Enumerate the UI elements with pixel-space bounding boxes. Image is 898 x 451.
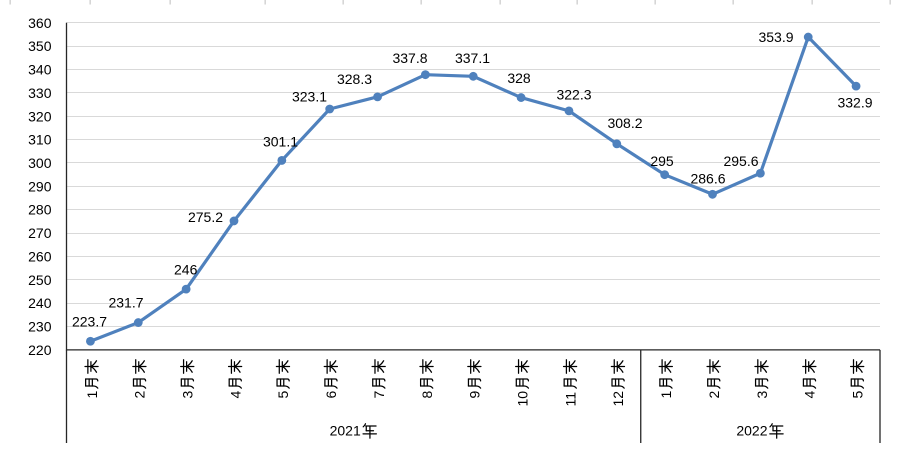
svg-text:337.8: 337.8: [392, 50, 427, 66]
svg-text:301.1: 301.1: [263, 134, 298, 150]
svg-text:323.1: 323.1: [292, 88, 327, 104]
svg-text:7: 7: [371, 391, 387, 399]
svg-text:332.9: 332.9: [837, 95, 872, 111]
svg-text:223.7: 223.7: [72, 314, 107, 330]
svg-text:320: 320: [28, 108, 52, 124]
svg-text:340: 340: [28, 62, 52, 78]
svg-text:295.6: 295.6: [723, 153, 758, 169]
svg-text:322.3: 322.3: [556, 87, 591, 103]
svg-text:2022: 2022: [736, 423, 767, 439]
svg-text:270: 270: [28, 225, 52, 241]
svg-text:4: 4: [227, 391, 243, 399]
svg-text:330: 330: [28, 85, 52, 101]
svg-text:220: 220: [28, 342, 52, 358]
svg-text:6: 6: [323, 391, 339, 399]
svg-text:275.2: 275.2: [188, 209, 223, 225]
svg-text:2021: 2021: [330, 423, 361, 439]
svg-text:5: 5: [849, 391, 865, 399]
svg-text:360: 360: [28, 15, 52, 31]
svg-text:286.6: 286.6: [690, 171, 725, 187]
svg-text:4: 4: [802, 391, 818, 399]
svg-text:260: 260: [28, 248, 52, 264]
svg-text:11: 11: [562, 392, 578, 407]
svg-text:8: 8: [419, 391, 435, 399]
svg-text:1: 1: [658, 391, 674, 399]
svg-text:250: 250: [28, 272, 52, 288]
svg-text:290: 290: [28, 178, 52, 194]
svg-text:1: 1: [84, 391, 100, 399]
svg-text:5: 5: [275, 391, 291, 399]
svg-text:12: 12: [610, 391, 626, 407]
svg-text:300: 300: [28, 155, 52, 171]
svg-text:310: 310: [28, 132, 52, 148]
svg-text:9: 9: [467, 391, 483, 399]
svg-text:246: 246: [174, 261, 198, 277]
svg-text:353.9: 353.9: [758, 29, 793, 45]
svg-text:295: 295: [650, 153, 674, 169]
svg-text:328: 328: [507, 70, 531, 86]
svg-text:328.3: 328.3: [337, 71, 372, 87]
svg-text:3: 3: [754, 391, 770, 399]
svg-text:308.2: 308.2: [607, 115, 642, 131]
svg-text:350: 350: [28, 38, 52, 54]
svg-text:2: 2: [706, 391, 722, 399]
svg-text:240: 240: [28, 295, 52, 311]
svg-text:337.1: 337.1: [455, 50, 490, 66]
svg-text:230: 230: [28, 319, 52, 335]
svg-text:280: 280: [28, 202, 52, 218]
svg-text:231.7: 231.7: [108, 294, 143, 310]
svg-text:3: 3: [180, 391, 196, 399]
svg-text:10: 10: [515, 391, 531, 407]
svg-text:2: 2: [132, 391, 148, 399]
